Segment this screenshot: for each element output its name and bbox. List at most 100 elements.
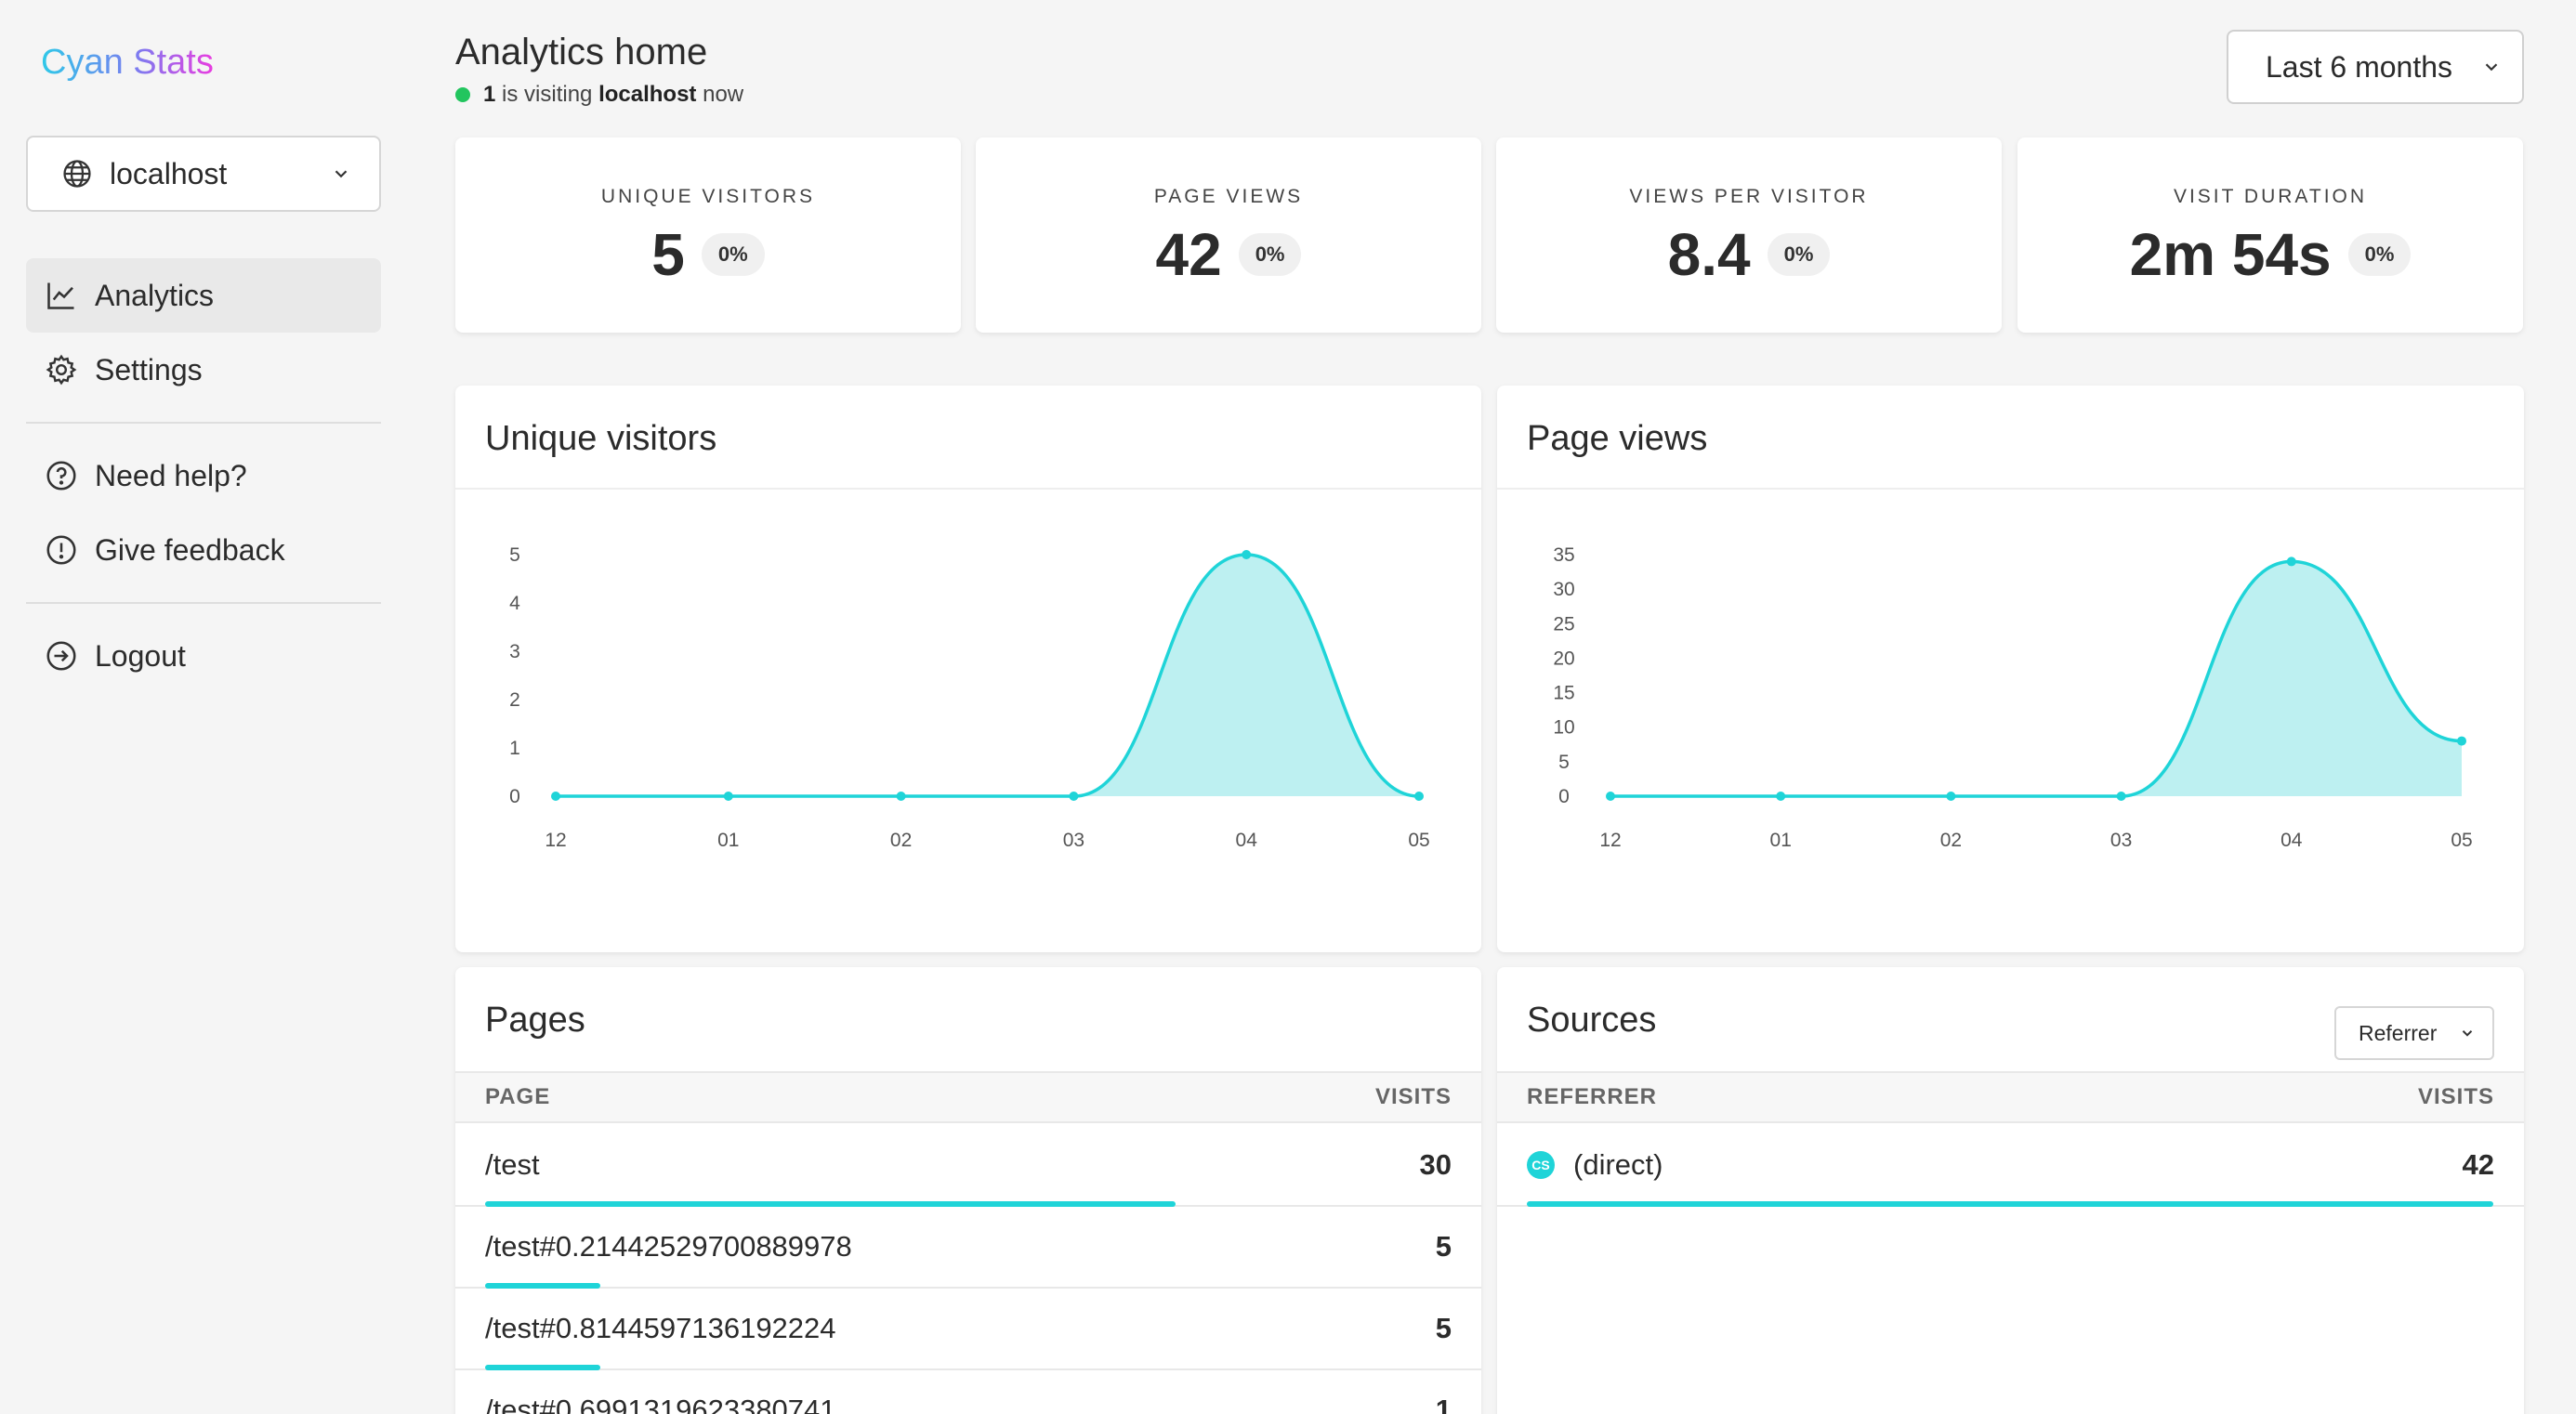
sidebar-item-help[interactable]: Need help? (26, 439, 381, 513)
data-point[interactable] (896, 792, 906, 801)
x-tick-label: 02 (1940, 830, 1962, 851)
stat-card-page-views: PAGE VIEWS 42 0% (976, 137, 1481, 333)
x-tick-label: 12 (1599, 830, 1621, 851)
table-row[interactable]: /test#0.8144597136192224 5 (455, 1289, 1481, 1370)
x-tick-label: 01 (1770, 830, 1792, 851)
stat-label: VISIT DURATION (2173, 186, 2368, 207)
column-header-visits: VISITS (2417, 1084, 2494, 1109)
referrer-name: (direct) (1573, 1148, 1663, 1181)
sidebar-item-analytics[interactable]: Analytics (26, 258, 381, 333)
sidebar-item-label: Analytics (95, 278, 215, 312)
data-point[interactable] (2457, 736, 2466, 746)
sources-table-header: REFERRER VISITS (1497, 1071, 2524, 1123)
sources-card: Sources Referrer REFERRER VISITS CS (dire… (1497, 967, 2524, 1414)
series-area (556, 555, 1419, 796)
site-selector-label: localhost (110, 156, 228, 190)
visits-bar (485, 1365, 600, 1370)
data-point[interactable] (1069, 792, 1079, 801)
sidebar-item-feedback[interactable]: Give feedback (26, 513, 381, 587)
sidebar-item-label: Give feedback (95, 532, 285, 567)
table-row[interactable]: /test#0.6991319623380741 1 (455, 1370, 1481, 1414)
visits-count: 5 (1435, 1230, 1452, 1263)
stat-change-badge: 0% (701, 233, 765, 276)
chevron-down-icon (2485, 63, 2498, 72)
table-row[interactable]: /test 30 (455, 1125, 1481, 1207)
data-point[interactable] (1606, 792, 1615, 801)
y-tick-label: 2 (509, 689, 520, 711)
site-selector[interactable]: localhost (26, 136, 381, 212)
visits-count: 1 (1435, 1394, 1452, 1414)
stat-value: 2m 54s (2129, 221, 2332, 288)
page-path: /test#0.6991319623380741 (485, 1394, 836, 1414)
question-circle-icon (46, 461, 76, 491)
live-visitors-host: localhost (598, 82, 697, 107)
stat-card-unique-visitors: UNIQUE VISITORS 5 0% (455, 137, 961, 333)
y-tick-label: 5 (1558, 752, 1570, 773)
exclamation-circle-icon (46, 535, 76, 565)
y-tick-label: 1 (509, 738, 520, 759)
pages-title: Pages (485, 1001, 585, 1040)
y-tick-label: 15 (1553, 683, 1574, 704)
x-tick-label: 01 (717, 830, 739, 851)
y-tick-label: 0 (1558, 786, 1570, 807)
stat-card-views-per-visitor: VIEWS PER VISITOR 8.4 0% (1496, 137, 2002, 333)
chart-card-page-views: Page views 0 5 10 15 20 25 30 35 12 01 02 03 04 05 (1497, 386, 2524, 952)
y-tick-label: 35 (1553, 544, 1574, 566)
data-point[interactable] (1242, 550, 1252, 559)
globe-icon (63, 160, 91, 188)
sidebar-item-logout[interactable]: Logout (26, 619, 381, 693)
data-point[interactable] (2116, 792, 2126, 801)
stat-value: 5 (651, 221, 685, 288)
y-tick-label: 3 (509, 641, 520, 662)
table-row[interactable]: /test#0.21442529700889978 5 (455, 1207, 1481, 1289)
data-point[interactable] (1776, 792, 1786, 801)
sources-title: Sources (1527, 1001, 1657, 1040)
visits-bar (1527, 1201, 2493, 1207)
x-tick-label: 02 (890, 830, 912, 851)
pages-table-header: PAGE VISITS (455, 1071, 1481, 1123)
data-point[interactable] (1946, 792, 1956, 801)
sidebar-item-settings[interactable]: Settings (26, 333, 381, 407)
referrer-cell: CS (direct) (1527, 1148, 1663, 1182)
visits-bar (485, 1283, 600, 1289)
y-tick-label: 5 (509, 544, 520, 566)
visits-bar (485, 1201, 1176, 1207)
y-tick-label: 0 (509, 786, 520, 807)
data-point[interactable] (2286, 556, 2296, 567)
y-tick-label: 30 (1553, 579, 1574, 600)
sidebar-divider (26, 422, 381, 424)
visits-count: 42 (2462, 1148, 2494, 1181)
visits-count: 30 (1419, 1148, 1452, 1181)
sidebar-item-label: Logout (95, 638, 186, 673)
sidebar-item-label: Need help? (95, 458, 247, 492)
page-path: /test (485, 1148, 540, 1181)
live-visitors-text: is visiting (495, 82, 599, 107)
referrer-favicon-icon: CS (1527, 1151, 1555, 1179)
x-tick-label: 04 (2280, 830, 2303, 851)
sources-filter-label: Referrer (2359, 1020, 2438, 1045)
page-title: Analytics home (455, 32, 708, 72)
stat-change-badge: 0% (2347, 233, 2412, 276)
date-range-select[interactable]: Last 6 months (2227, 30, 2524, 104)
x-tick-label: 05 (1408, 830, 1429, 851)
chart-card-unique-visitors: Unique visitors 0 1 2 3 4 5 12 01 02 03 04 05 (455, 386, 1481, 952)
panel-divider (455, 488, 1481, 490)
data-point[interactable] (1414, 792, 1424, 801)
table-row[interactable]: CS (direct) 42 (1497, 1125, 2524, 1207)
stat-change-badge: 0% (1767, 233, 1831, 276)
logout-icon (46, 641, 76, 671)
y-tick-label: 25 (1553, 613, 1574, 635)
sources-filter-select[interactable]: Referrer (2334, 1006, 2494, 1060)
data-point[interactable] (551, 792, 560, 801)
sidebar-divider (26, 602, 381, 604)
x-tick-label: 03 (2110, 830, 2132, 851)
app-logo[interactable]: Cyan Stats (41, 43, 214, 82)
series-area (1610, 561, 2462, 796)
data-point[interactable] (723, 792, 733, 801)
x-tick-label: 03 (1063, 830, 1084, 851)
live-visitors-count: 1 (483, 82, 496, 107)
live-dot-icon (455, 87, 470, 102)
